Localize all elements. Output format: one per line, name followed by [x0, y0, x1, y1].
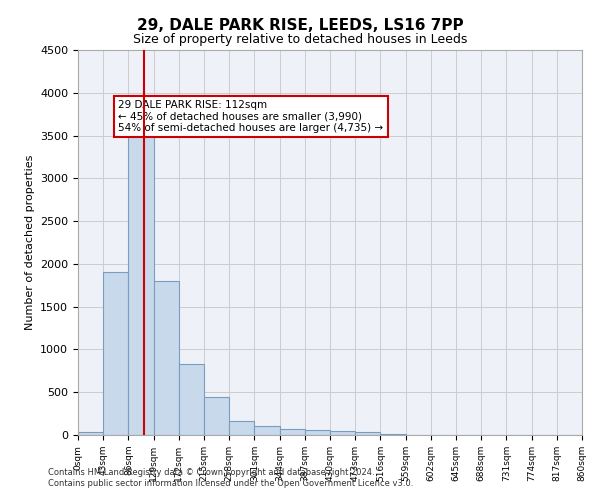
Bar: [355, 432, 380, 435]
Bar: [305, 430, 330, 435]
Bar: [229, 422, 254, 435]
Bar: [204, 396, 229, 435]
Y-axis label: Number of detached properties: Number of detached properties: [25, 155, 35, 330]
Bar: [330, 430, 355, 435]
Bar: [128, 136, 154, 435]
Text: 29, DALE PARK RISE, LEEDS, LS16 7PP: 29, DALE PARK RISE, LEEDS, LS16 7PP: [137, 18, 463, 32]
Text: Contains HM Land Registry data © Crown copyright and database right 2024.
Contai: Contains HM Land Registry data © Crown c…: [48, 468, 413, 487]
Bar: [280, 428, 305, 435]
Text: Size of property relative to detached houses in Leeds: Size of property relative to detached ho…: [133, 32, 467, 46]
Bar: [103, 272, 128, 435]
Bar: [78, 432, 103, 435]
Bar: [380, 434, 406, 435]
Bar: [154, 281, 179, 435]
Bar: [254, 426, 280, 435]
Text: 29 DALE PARK RISE: 112sqm
← 45% of detached houses are smaller (3,990)
54% of se: 29 DALE PARK RISE: 112sqm ← 45% of detac…: [118, 100, 383, 133]
Bar: [179, 364, 204, 435]
